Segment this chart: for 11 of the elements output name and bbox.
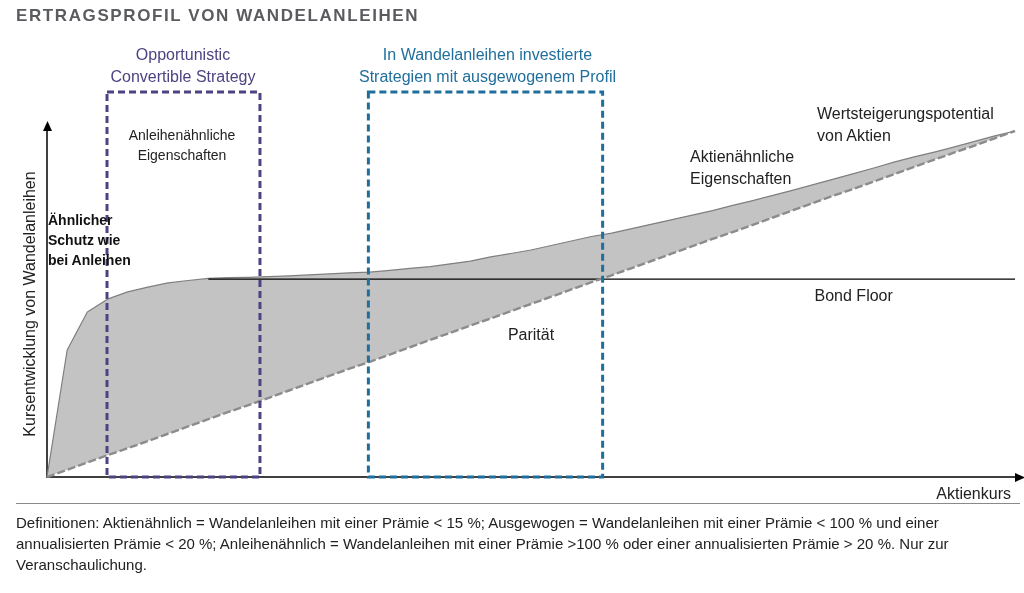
- text: In Wandelanleihen investierte Strategien mit ausgewogenem Profil: [358, 45, 617, 87]
- y-axis-title: Kursentwicklung von Wandelanleihen: [20, 171, 38, 437]
- series-label: Bond Floor: [814, 286, 894, 304]
- series-label: Parität: [507, 325, 555, 343]
- annotation: Anleihenähnliche Eigenschaften: [127, 126, 237, 165]
- x-axis-title: Aktienkurs: [936, 484, 1011, 502]
- text: Opportunistic Convertible Strategy: [109, 45, 257, 87]
- chart-title: ERTRAGSPROFIL VON WANDELANLEIHEN: [16, 6, 420, 26]
- annotation: Wertsteigerungspotential von Aktien: [817, 104, 995, 146]
- annotation: Aktienähnliche Eigenschaften: [690, 147, 796, 189]
- text: Definitionen: Aktienähnlich = Wandelanleihen mit einer Prämie < 15 %; Ausgewogen = Wandelanleihen mit einer Prämie < 100 % und einer annualisierten Prämie < 20 %; Anleihenähnlich = Wandelanleihen mit einer Prämie >100 % oder einer annualisierten Prämie > 20 %. Nur zur Veranschaulichung.: [16, 513, 950, 575]
